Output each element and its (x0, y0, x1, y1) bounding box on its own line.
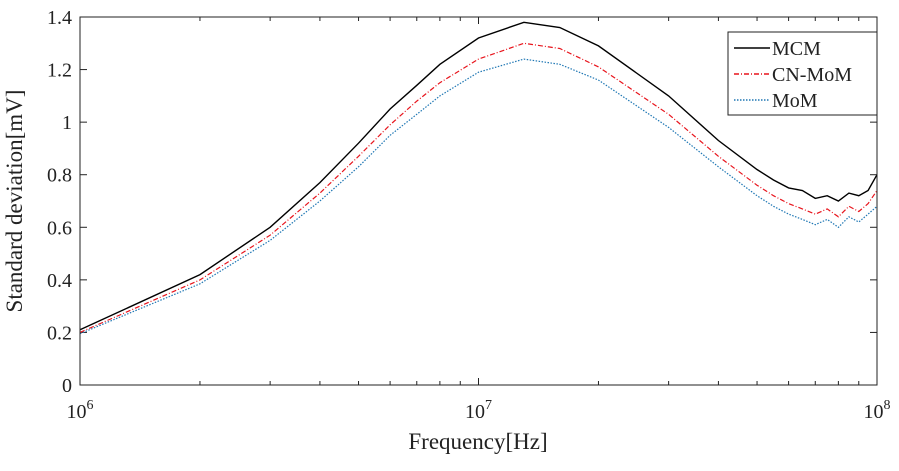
y-tick-label: 0.2 (47, 322, 72, 344)
x-axis-label: Frequency[Hz] (408, 429, 547, 454)
series-lines (79, 21, 878, 335)
plot-frame (79, 16, 878, 386)
x-tick-label: 106 (67, 398, 94, 423)
legend: MCM CN-MoM MoM (727, 31, 878, 116)
y-tick-label: 1.2 (47, 60, 72, 82)
y-tick-label: 0 (62, 375, 72, 397)
legend-label: MCM (772, 38, 821, 60)
y-tick-label: 0.4 (47, 270, 72, 292)
y-axis-label: Standard deviation[mV] (2, 90, 27, 313)
x-tick-label: 107 (465, 398, 492, 423)
y-tick-label: 0.8 (47, 165, 72, 187)
y-tick-labels: 0 0.2 0.4 0.6 0.8 1 1.2 1.4 (47, 7, 72, 397)
series-line-mom (79, 58, 878, 335)
series-line-mcm (79, 21, 878, 331)
legend-box (727, 31, 878, 116)
legend-label: MoM (772, 90, 818, 112)
x-tick-labels: 106 107 108 (67, 398, 891, 423)
y-tick-label: 0.6 (47, 217, 72, 239)
y-tick-label: 1.4 (47, 7, 72, 29)
legend-label: CN-MoM (772, 64, 852, 86)
x-tick-label: 108 (864, 398, 891, 423)
series-line-cn-mom (79, 42, 878, 333)
y-tick-label: 1 (62, 112, 72, 134)
